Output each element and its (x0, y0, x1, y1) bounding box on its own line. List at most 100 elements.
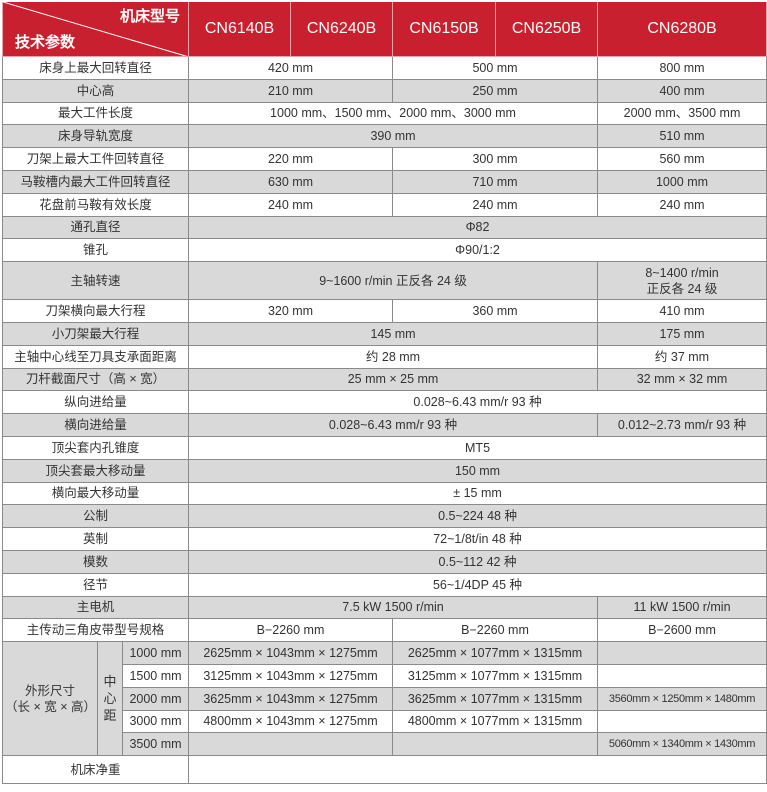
row-label: 主轴转速 (1, 261, 190, 301)
value-cell: 1000 mm (597, 169, 767, 194)
row-label: 横向最大移动量 (1, 481, 190, 506)
table-row: 小刀架最大行程 145 mm 175 mm (1, 321, 767, 346)
dimension-cn6280 (597, 709, 767, 734)
value-cell: B−2260 mm (392, 618, 599, 643)
dimension-cn6280: 5060mm × 1340mm × 1430mm (597, 732, 767, 757)
table-row: 纵向进给量 0.028~6.43 mm/r 93 种 (1, 390, 767, 415)
row-label: 纵向进给量 (1, 390, 190, 415)
row-label: 最大工件长度 (1, 101, 190, 126)
row-label: 马鞍槽内最大工件回转直径 (1, 169, 190, 194)
value-cell: Φ82 (188, 215, 767, 240)
value-cell: 约 28 mm (188, 344, 599, 369)
table-row: 机床净重 (1, 755, 767, 785)
header-corner: 机床型号 技术参数 (1, 2, 190, 57)
value-cell: 0.028~6.43 mm/r 93 种 (188, 413, 599, 437)
value-cell: 710 mm (392, 169, 599, 194)
dimensions-label: 外形尺寸 （长 × 宽 × 高） (2, 641, 98, 757)
value-cell: 560 mm (597, 147, 767, 171)
table-row: 床身上最大回转直径 420 mm 500 mm 800 mm (1, 56, 767, 80)
dimension-row: 3500 mm 5060mm × 1340mm × 1430mm (3, 732, 767, 757)
center-distance-value: 1000 mm (121, 641, 190, 665)
table-row: 中心高 210 mm 250 mm 400 mm (1, 78, 767, 103)
value-cell: 400 mm (597, 78, 767, 103)
value-cell: 390 mm (188, 124, 599, 149)
center-distance-value: 3000 mm (121, 709, 190, 734)
row-label: 英制 (1, 527, 190, 551)
row-label: 主传动三角皮带型号规格 (1, 618, 190, 643)
row-label: 模数 (1, 549, 190, 574)
dimension-cn6280 (597, 641, 767, 665)
dimension-cn6150-6250: 3625mm × 1077mm × 1315mm (392, 686, 599, 711)
table-row: 花盘前马鞍有效长度 240 mm 240 mm 240 mm (1, 192, 767, 217)
dimension-cn6280: 3560mm × 1250mm × 1480mm (597, 686, 767, 711)
value-cell: 56~1/4DP 45 种 (188, 572, 767, 597)
value-cell: 210 mm (188, 78, 394, 103)
table-row: 最大工件长度 1000 mm、1500 mm、2000 mm、3000 mm 200… (1, 101, 767, 126)
table-row: 通孔直径 Φ82 (1, 215, 767, 240)
value-cell: ± 15 mm (188, 481, 767, 506)
header-row: 机床型号 技术参数 CN6140B CN6240B CN6150B CN6250… (1, 2, 767, 57)
dimension-row: 外形尺寸 （长 × 宽 × 高） 中心距 1000 mm 2625mm × 1043mm… (2, 641, 767, 757)
value-cell: 0.5~112 42 种 (188, 549, 767, 574)
value-cell: 0.028~6.43 mm/r 93 种 (188, 390, 767, 415)
table-row: 公制 0.5~224 48 种 (1, 504, 767, 529)
row-label: 径节 (1, 572, 190, 597)
model-header-label: 机床型号 (120, 8, 181, 25)
value-cell: 0.5~224 48 种 (188, 504, 767, 529)
dimension-cn6140-6240: 4800mm × 1043mm × 1275mm (188, 709, 394, 734)
table-row: 刀架横向最大行程 320 mm 360 mm 410 mm (1, 299, 767, 323)
dimension-cn6150-6250: 4800mm × 1077mm × 1315mm (392, 709, 599, 734)
table-row: 锥孔 Φ90/1:2 (1, 238, 767, 263)
value-cell: 240 mm (597, 192, 767, 217)
table-row: 主轴转速 9~1600 r/min 正反各 24 级 8~1400 r/min 正反各… (1, 261, 767, 301)
row-label: 刀架横向最大行程 (1, 299, 190, 323)
row-label: 刀架上最大工件回转直径 (1, 147, 190, 171)
dimension-cn6140-6240: 3125mm × 1043mm × 1275mm (188, 663, 394, 688)
table-row: 横向进给量 0.028~6.43 mm/r 93 种 0.012~2.73 mm/r… (1, 413, 767, 437)
dimension-cn6140-6240: 2625mm × 1043mm × 1275mm (188, 641, 394, 665)
table-row: 床身导轨宽度 390 mm 510 mm (1, 124, 767, 149)
dimension-row: 3000 mm 4800mm × 1043mm × 1275mm 4800mm × … (3, 709, 767, 734)
value-cell: B−2600 mm (597, 618, 767, 643)
row-label: 花盘前马鞍有效长度 (1, 192, 190, 217)
dimension-cn6150-6250: 3125mm × 1077mm × 1315mm (392, 663, 599, 688)
row-label: 床身导轨宽度 (1, 124, 190, 149)
model-cn6240b: CN6240B (290, 2, 394, 57)
value-cell: 630 mm (188, 169, 394, 194)
row-label: 主电机 (1, 595, 190, 620)
model-cn6150b: CN6150B (392, 2, 497, 57)
row-label: 床身上最大回转直径 (1, 56, 190, 80)
value-cell: 360 mm (392, 299, 599, 323)
table-row: 顶尖套最大移动量 150 mm (1, 458, 767, 483)
value-cell: 420 mm (188, 56, 394, 80)
table-row: 刀架上最大工件回转直径 220 mm 300 mm 560 mm (1, 147, 767, 171)
table-row: 径节 56~1/4DP 45 种 (1, 572, 767, 597)
value-cell: 8~1400 r/min 正反各 24 级 (597, 261, 767, 301)
value-cell: 0.012~2.73 mm/r 93 种 (597, 413, 767, 437)
table-row: 主传动三角皮带型号规格 B−2260 mm B−2260 mm B−2600 mm (1, 618, 767, 643)
param-header-label: 技术参数 (15, 34, 76, 51)
model-cn6280b: CN6280B (597, 2, 767, 57)
value-cell: 150 mm (188, 458, 767, 483)
dimension-cn6140-6240 (188, 732, 394, 757)
row-label: 通孔直径 (1, 215, 190, 240)
value-cell: 250 mm (392, 78, 599, 103)
dimension-row: 2000 mm 3625mm × 1043mm × 1275mm 3625mm × … (3, 686, 767, 711)
table-row: 横向最大移动量 ± 15 mm (1, 481, 767, 506)
weight-value (188, 755, 767, 785)
row-label: 横向进给量 (1, 413, 190, 437)
value-cell: 1000 mm、1500 mm、2000 mm、3000 mm (188, 101, 599, 126)
value-cell: 72~1/8t/in 48 种 (188, 527, 767, 551)
center-distance-value: 2000 mm (121, 686, 190, 711)
row-label: 顶尖套内孔锥度 (1, 435, 190, 460)
dimension-cn6280 (597, 663, 767, 688)
row-label: 主轴中心线至刀具支承面距离 (1, 344, 190, 369)
value-cell: 约 37 mm (597, 344, 767, 369)
table-row: 马鞍槽内最大工件回转直径 630 mm 710 mm 1000 mm (1, 169, 767, 194)
value-cell: 800 mm (597, 56, 767, 80)
value-cell: 500 mm (392, 56, 599, 80)
table-row: 模数 0.5~112 42 种 (1, 549, 767, 574)
table-row: 主轴中心线至刀具支承面距离约 28 mm 约 37 mm (1, 344, 767, 369)
center-distance-value: 3500 mm (121, 732, 190, 757)
weight-label: 机床净重 (1, 755, 190, 785)
